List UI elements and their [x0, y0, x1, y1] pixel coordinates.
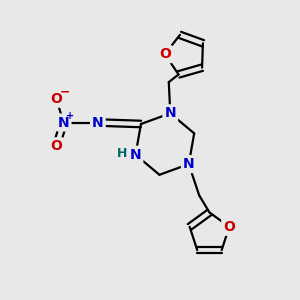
Text: N: N: [58, 116, 70, 130]
Text: +: +: [66, 111, 74, 121]
Text: O: O: [223, 220, 235, 234]
Text: N: N: [183, 157, 195, 171]
Text: H: H: [117, 147, 127, 160]
Text: O: O: [50, 92, 62, 106]
Text: −: −: [60, 86, 70, 99]
Text: O: O: [50, 139, 62, 153]
Text: N: N: [164, 106, 176, 120]
Text: N: N: [92, 116, 104, 130]
Text: N: N: [130, 148, 141, 162]
Text: O: O: [159, 47, 171, 61]
